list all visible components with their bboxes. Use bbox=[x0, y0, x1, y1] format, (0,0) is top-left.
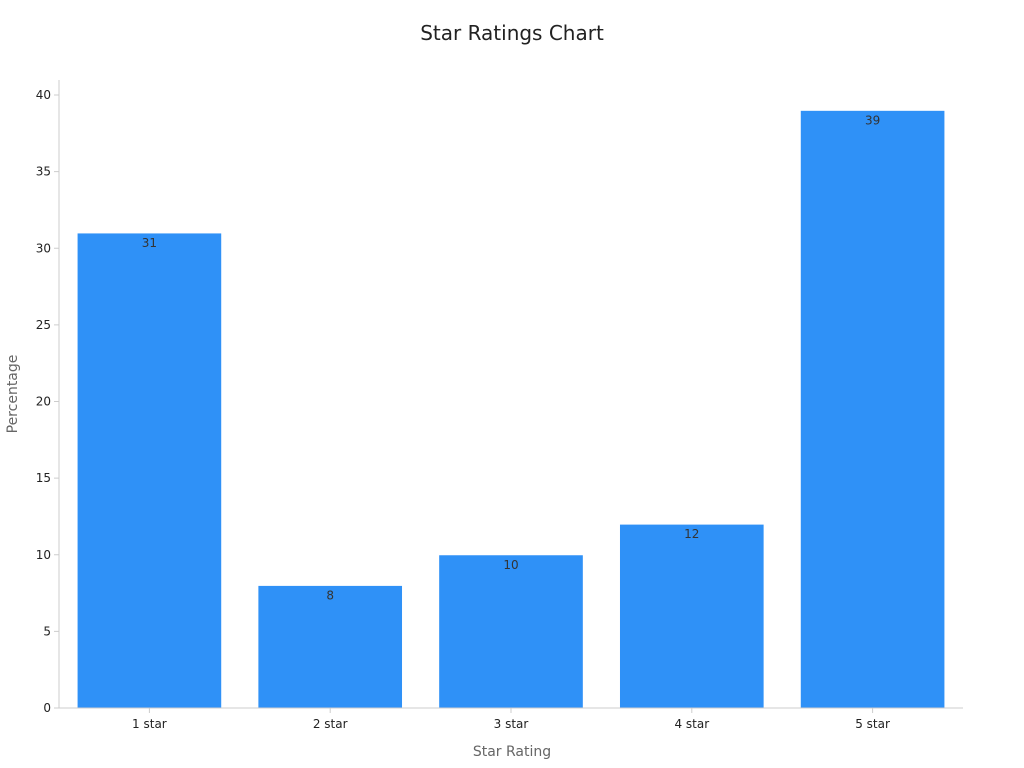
bar-3-star bbox=[438, 554, 584, 709]
y-tick-label: 20 bbox=[36, 395, 51, 409]
x-tick-label: 3 star bbox=[494, 717, 529, 731]
data-label-1-star: 31 bbox=[142, 236, 157, 250]
y-tick-label: 10 bbox=[36, 548, 51, 562]
x-axis-label: Star Rating bbox=[473, 744, 551, 760]
y-tick-label: 5 bbox=[43, 624, 51, 638]
y-axis-ticks: 0 5 10 15 20 25 30 35 40 bbox=[36, 88, 59, 715]
data-label-3-star: 10 bbox=[503, 558, 518, 572]
y-tick-label: 40 bbox=[36, 88, 51, 102]
bar-2-star bbox=[257, 584, 404, 709]
data-label-5-star: 39 bbox=[865, 113, 880, 127]
y-axis-label: Percentage bbox=[5, 355, 21, 434]
x-tick-label: 4 star bbox=[674, 717, 709, 731]
bar-5-star bbox=[799, 109, 946, 709]
y-tick-label: 35 bbox=[36, 165, 51, 179]
x-tick-label: 5 star bbox=[855, 717, 890, 731]
bar-1-star bbox=[76, 232, 223, 709]
data-label-2-star: 8 bbox=[326, 588, 334, 602]
chart-title: Star Ratings Chart bbox=[420, 21, 604, 45]
x-axis-ticks: 1 star 2 star 3 star 4 star 5 star bbox=[132, 708, 890, 731]
y-tick-label: 0 bbox=[43, 701, 51, 715]
bar-4-star bbox=[618, 523, 765, 709]
y-tick-label: 30 bbox=[36, 241, 51, 255]
bars-group bbox=[76, 109, 946, 709]
x-tick-label: 2 star bbox=[313, 717, 348, 731]
data-labels-group: 31 8 10 12 39 bbox=[142, 113, 880, 602]
data-label-4-star: 12 bbox=[684, 527, 699, 541]
x-tick-label: 1 star bbox=[132, 717, 167, 731]
y-tick-label: 15 bbox=[36, 471, 51, 485]
y-tick-label: 25 bbox=[36, 318, 51, 332]
